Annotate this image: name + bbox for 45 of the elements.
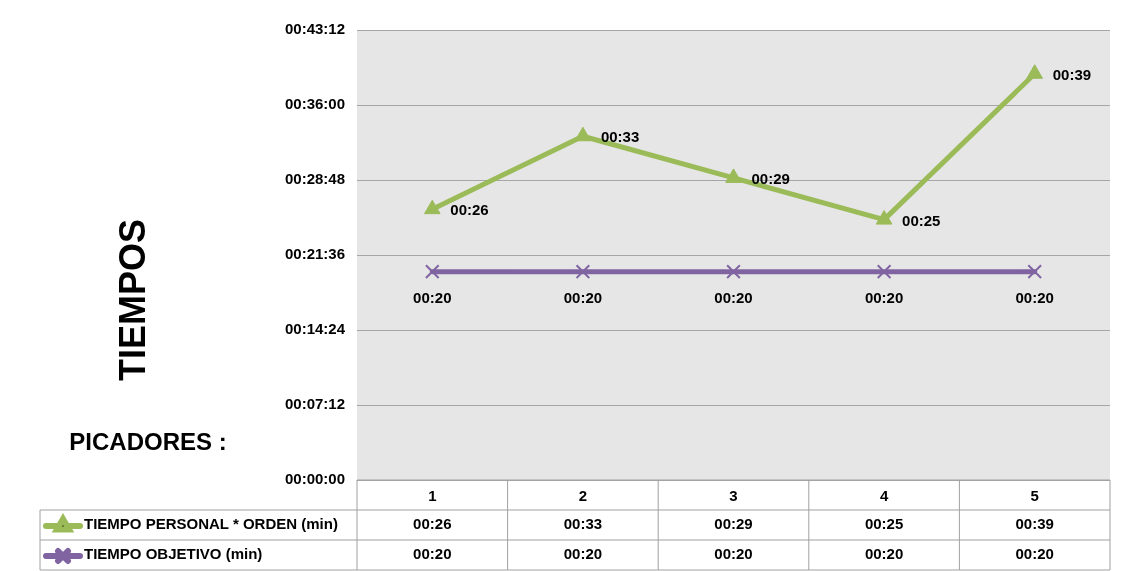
data-label: 00:33 xyxy=(563,515,603,533)
y-tick-label: 00:14:24 xyxy=(284,320,346,338)
y-tick-label: 00:00:00 xyxy=(284,470,345,488)
text: 00:20 xyxy=(563,289,603,307)
data-label: 00:20 xyxy=(714,545,753,563)
text: 00:20 xyxy=(864,289,904,307)
y-tick-label: 00:28:48 xyxy=(284,170,345,188)
point xyxy=(424,199,441,215)
point xyxy=(1027,264,1043,280)
point xyxy=(424,264,440,280)
text: PICADORES : xyxy=(69,427,227,455)
text: 00:20 xyxy=(413,289,452,307)
text: 00:29 xyxy=(751,170,790,188)
data-label: 00:20 xyxy=(864,545,904,563)
x-tick-label: 2 xyxy=(578,487,588,505)
point xyxy=(875,210,893,225)
x-tick-label: 1 xyxy=(428,487,437,505)
x-tick-label: 3 xyxy=(729,487,738,505)
point xyxy=(725,168,742,183)
text: 00:20 xyxy=(714,289,753,307)
point xyxy=(575,264,591,280)
data-label: 00:29 xyxy=(714,515,753,533)
data-label: 00:20 xyxy=(1015,545,1054,563)
data-label: 00:25 xyxy=(864,515,904,533)
text: 00:39 xyxy=(1052,65,1092,83)
x-tick-label: 4 xyxy=(879,487,889,505)
text: 00:26 xyxy=(450,201,489,219)
data-label: 00:39 xyxy=(1015,515,1054,533)
y-tick-label: 00:21:36 xyxy=(284,245,345,263)
point xyxy=(1026,64,1043,79)
y-tick-label: 00:36:00 xyxy=(284,95,345,113)
text: 00:33 xyxy=(600,128,640,146)
legend-label: TIEMPO PERSONAL * ORDEN (min) xyxy=(84,515,338,533)
y-tick-label: 00:07:12 xyxy=(284,395,345,413)
text: 00:25 xyxy=(902,211,941,229)
data-label: 00:20 xyxy=(413,545,452,563)
data-label: 00:26 xyxy=(413,515,452,533)
y-axis-title: TIEMPOS xyxy=(111,218,153,382)
point xyxy=(726,264,741,280)
y-tick-label: 00:43:12 xyxy=(284,20,345,38)
x-tick-label: 5 xyxy=(1030,487,1039,505)
text: 00:20 xyxy=(1015,289,1054,307)
point xyxy=(876,264,892,280)
data-label: 00:20 xyxy=(563,545,603,563)
legend-label: TIEMPO OBJETIVO (min) xyxy=(84,545,263,563)
